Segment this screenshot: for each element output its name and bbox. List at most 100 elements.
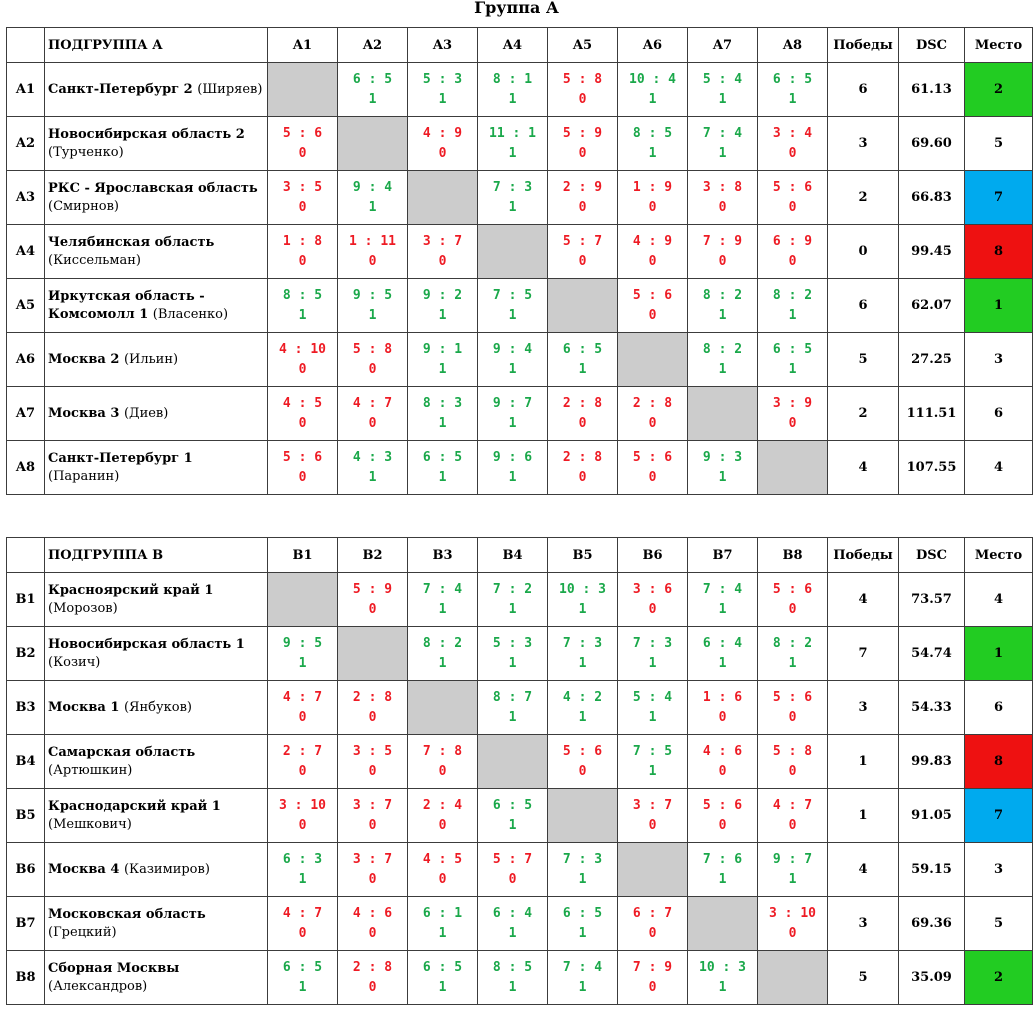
column-header: A4 [477,27,548,63]
match-point: 0 [298,415,307,431]
match-score: 3 : 9 [772,395,813,411]
column-header: B6 [617,537,688,573]
match-score: 6 : 5 [772,341,813,357]
match-score: 5 : 8 [772,743,813,759]
match-score: 6 : 5 [562,905,603,921]
match-point: 0 [648,199,657,215]
match-point: 0 [578,91,587,107]
match-point: 1 [578,871,587,887]
match-point: 1 [508,709,517,725]
match-result-cell: 3 : 9 0 [757,386,828,441]
match-point: 0 [368,763,377,779]
team-name: Иркутская область - Комсомолл 1 [48,288,205,322]
match-result-cell: 5 : 8 0 [547,62,618,117]
match-result-cell: 3 : 7 0 [337,788,408,843]
match-score: 8 : 2 [702,341,743,357]
match-score: 1 : 9 [632,179,673,195]
match-result-cell: 2 : 8 0 [547,386,618,441]
match-result-cell: 6 : 9 0 [757,224,828,279]
match-point: 1 [788,361,797,377]
match-result-cell: 2 : 7 0 [267,734,338,789]
match-score: 5 : 6 [562,743,603,759]
place-value: 7 [964,170,1033,225]
match-result-cell: 6 : 4 1 [477,896,548,951]
match-result-cell: 7 : 4 1 [407,572,478,627]
match-result-cell: 8 : 3 1 [407,386,478,441]
match-point: 0 [298,361,307,377]
coach-name: (Казимиров) [123,861,210,877]
match-score: 4 : 5 [282,395,323,411]
match-result-cell: 6 : 5 1 [407,950,478,1005]
match-point: 0 [718,253,727,269]
self-match-cell [337,116,408,171]
coach-name: (Мешкович) [48,816,132,832]
dsc-header: DSC [898,537,965,573]
match-point: 1 [508,415,517,431]
match-result-cell: 5 : 6 0 [757,572,828,627]
team-cell: Москва 3 (Диев) [44,386,268,441]
column-header: B1 [267,537,338,573]
match-result-cell: 1 : 11 0 [337,224,408,279]
dsc-header: DSC [898,27,965,63]
match-score: 9 : 4 [352,179,393,195]
match-score: 1 : 11 [349,233,396,249]
match-result-cell: 5 : 8 0 [757,734,828,789]
row-id: B5 [6,788,45,843]
match-point: 0 [648,469,657,485]
dsc-value: 91.05 [898,788,965,843]
team-cell: Москва 4 (Казимиров) [44,842,268,897]
coach-name: (Артюшкин) [48,762,133,778]
match-point: 0 [438,871,447,887]
match-score: 5 : 6 [702,797,743,813]
table-row: A3 РКС - Ярославская область (Смирнов) 3 :… [6,170,1033,225]
match-point: 0 [578,415,587,431]
match-result-cell: 9 : 4 1 [337,170,408,225]
self-match-cell [477,734,548,789]
match-score: 7 : 5 [492,287,533,303]
team-name: Самарская область [48,744,196,760]
match-score: 9 : 5 [352,287,393,303]
match-point: 1 [438,91,447,107]
coach-name: (Грецкий) [48,924,117,940]
match-point: 0 [298,253,307,269]
match-score: 7 : 4 [702,125,743,141]
dsc-value: 69.60 [898,116,965,171]
match-result-cell: 4 : 5 0 [267,386,338,441]
self-match-cell [477,224,548,279]
match-score: 8 : 5 [282,287,323,303]
match-point: 0 [578,469,587,485]
team-name: Новосибирская область 2 [48,126,245,142]
team-cell: Московская область (Грецкий) [44,896,268,951]
match-result-cell: 3 : 6 0 [617,572,688,627]
match-result-cell: 4 : 6 0 [687,734,758,789]
match-result-cell: 4 : 7 0 [267,680,338,735]
match-result-cell: 7 : 3 1 [547,626,618,681]
match-point: 0 [368,979,377,995]
match-point: 0 [438,253,447,269]
match-point: 1 [578,979,587,995]
match-score: 6 : 7 [632,905,673,921]
match-score: 3 : 5 [352,743,393,759]
wins-value: 4 [827,842,899,897]
column-header: A5 [547,27,618,63]
match-result-cell: 4 : 9 0 [617,224,688,279]
row-id: B7 [6,896,45,951]
match-result-cell: 5 : 4 1 [687,62,758,117]
match-point: 0 [648,979,657,995]
row-id: A6 [6,332,45,387]
match-score: 7 : 4 [702,581,743,597]
match-score: 5 : 8 [562,71,603,87]
match-result-cell: 6 : 5 1 [547,332,618,387]
match-score: 3 : 7 [352,797,393,813]
place-value: 2 [964,62,1033,117]
column-header: B3 [407,537,478,573]
coach-name: (Власенко) [152,306,229,322]
match-result-cell: 9 : 6 1 [477,440,548,495]
wins-value: 2 [827,386,899,441]
match-point: 0 [648,925,657,941]
wins-value: 5 [827,950,899,1005]
match-score: 7 : 2 [492,581,533,597]
match-score: 7 : 8 [422,743,463,759]
match-result-cell: 2 : 8 0 [547,440,618,495]
team-cell: Москва 1 (Янбуков) [44,680,268,735]
